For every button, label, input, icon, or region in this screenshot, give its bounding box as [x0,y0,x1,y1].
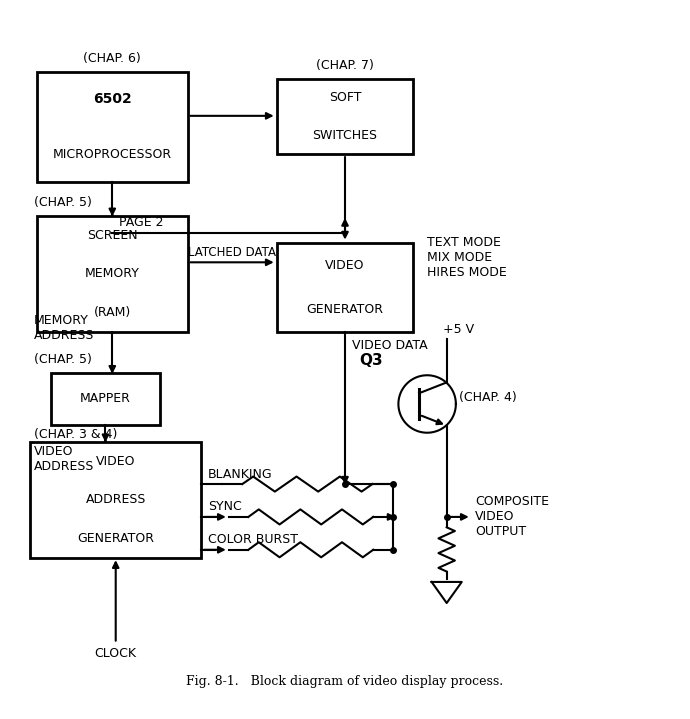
Text: COLOR BURST: COLOR BURST [208,533,298,546]
Text: GENERATOR: GENERATOR [306,303,384,316]
Text: TEXT MODE
MIX MODE
HIRES MODE: TEXT MODE MIX MODE HIRES MODE [427,237,507,279]
Text: MEMORY
ADDRESS: MEMORY ADDRESS [34,314,94,342]
Text: Fig. 8-1.   Block diagram of video display process.: Fig. 8-1. Block diagram of video display… [186,675,504,688]
Text: BLANKING: BLANKING [208,467,273,480]
Text: +5 V: +5 V [443,323,475,336]
Text: MICROPROCESSOR: MICROPROCESSOR [52,147,172,160]
Text: (CHAP. 6): (CHAP. 6) [83,52,141,65]
Text: VIDEO: VIDEO [325,259,365,272]
Text: CLOCK: CLOCK [95,647,137,660]
Text: LATCHED DATA: LATCHED DATA [188,246,276,259]
FancyBboxPatch shape [30,441,201,558]
Text: COMPOSITE
VIDEO
OUTPUT: COMPOSITE VIDEO OUTPUT [475,495,549,539]
Text: (CHAP. 3 & 4): (CHAP. 3 & 4) [34,428,117,441]
FancyBboxPatch shape [277,243,413,332]
Text: GENERATOR: GENERATOR [77,532,154,545]
FancyBboxPatch shape [37,72,188,181]
FancyBboxPatch shape [50,373,160,424]
Text: VIDEO
ADDRESS: VIDEO ADDRESS [34,445,94,473]
Text: ADDRESS: ADDRESS [86,493,146,506]
Text: (CHAP. 5): (CHAP. 5) [34,196,92,209]
Text: (CHAP. 5): (CHAP. 5) [34,353,92,367]
Text: SWITCHES: SWITCHES [313,129,377,142]
Text: MEMORY: MEMORY [85,267,140,280]
Text: MAPPER: MAPPER [80,393,131,406]
Text: (RAM): (RAM) [94,306,131,319]
Text: Q3: Q3 [359,354,383,368]
Text: SOFT: SOFT [328,91,362,104]
Text: VIDEO DATA: VIDEO DATA [352,339,428,352]
Text: VIDEO: VIDEO [96,454,135,467]
Text: 6502: 6502 [93,93,132,106]
Text: PAGE 2: PAGE 2 [119,216,164,229]
Text: SCREEN: SCREEN [87,229,137,242]
Text: (CHAP. 4): (CHAP. 4) [460,390,517,403]
Text: SYNC: SYNC [208,500,242,513]
FancyBboxPatch shape [277,79,413,154]
FancyBboxPatch shape [37,216,188,332]
Text: (CHAP. 7): (CHAP. 7) [316,59,374,72]
